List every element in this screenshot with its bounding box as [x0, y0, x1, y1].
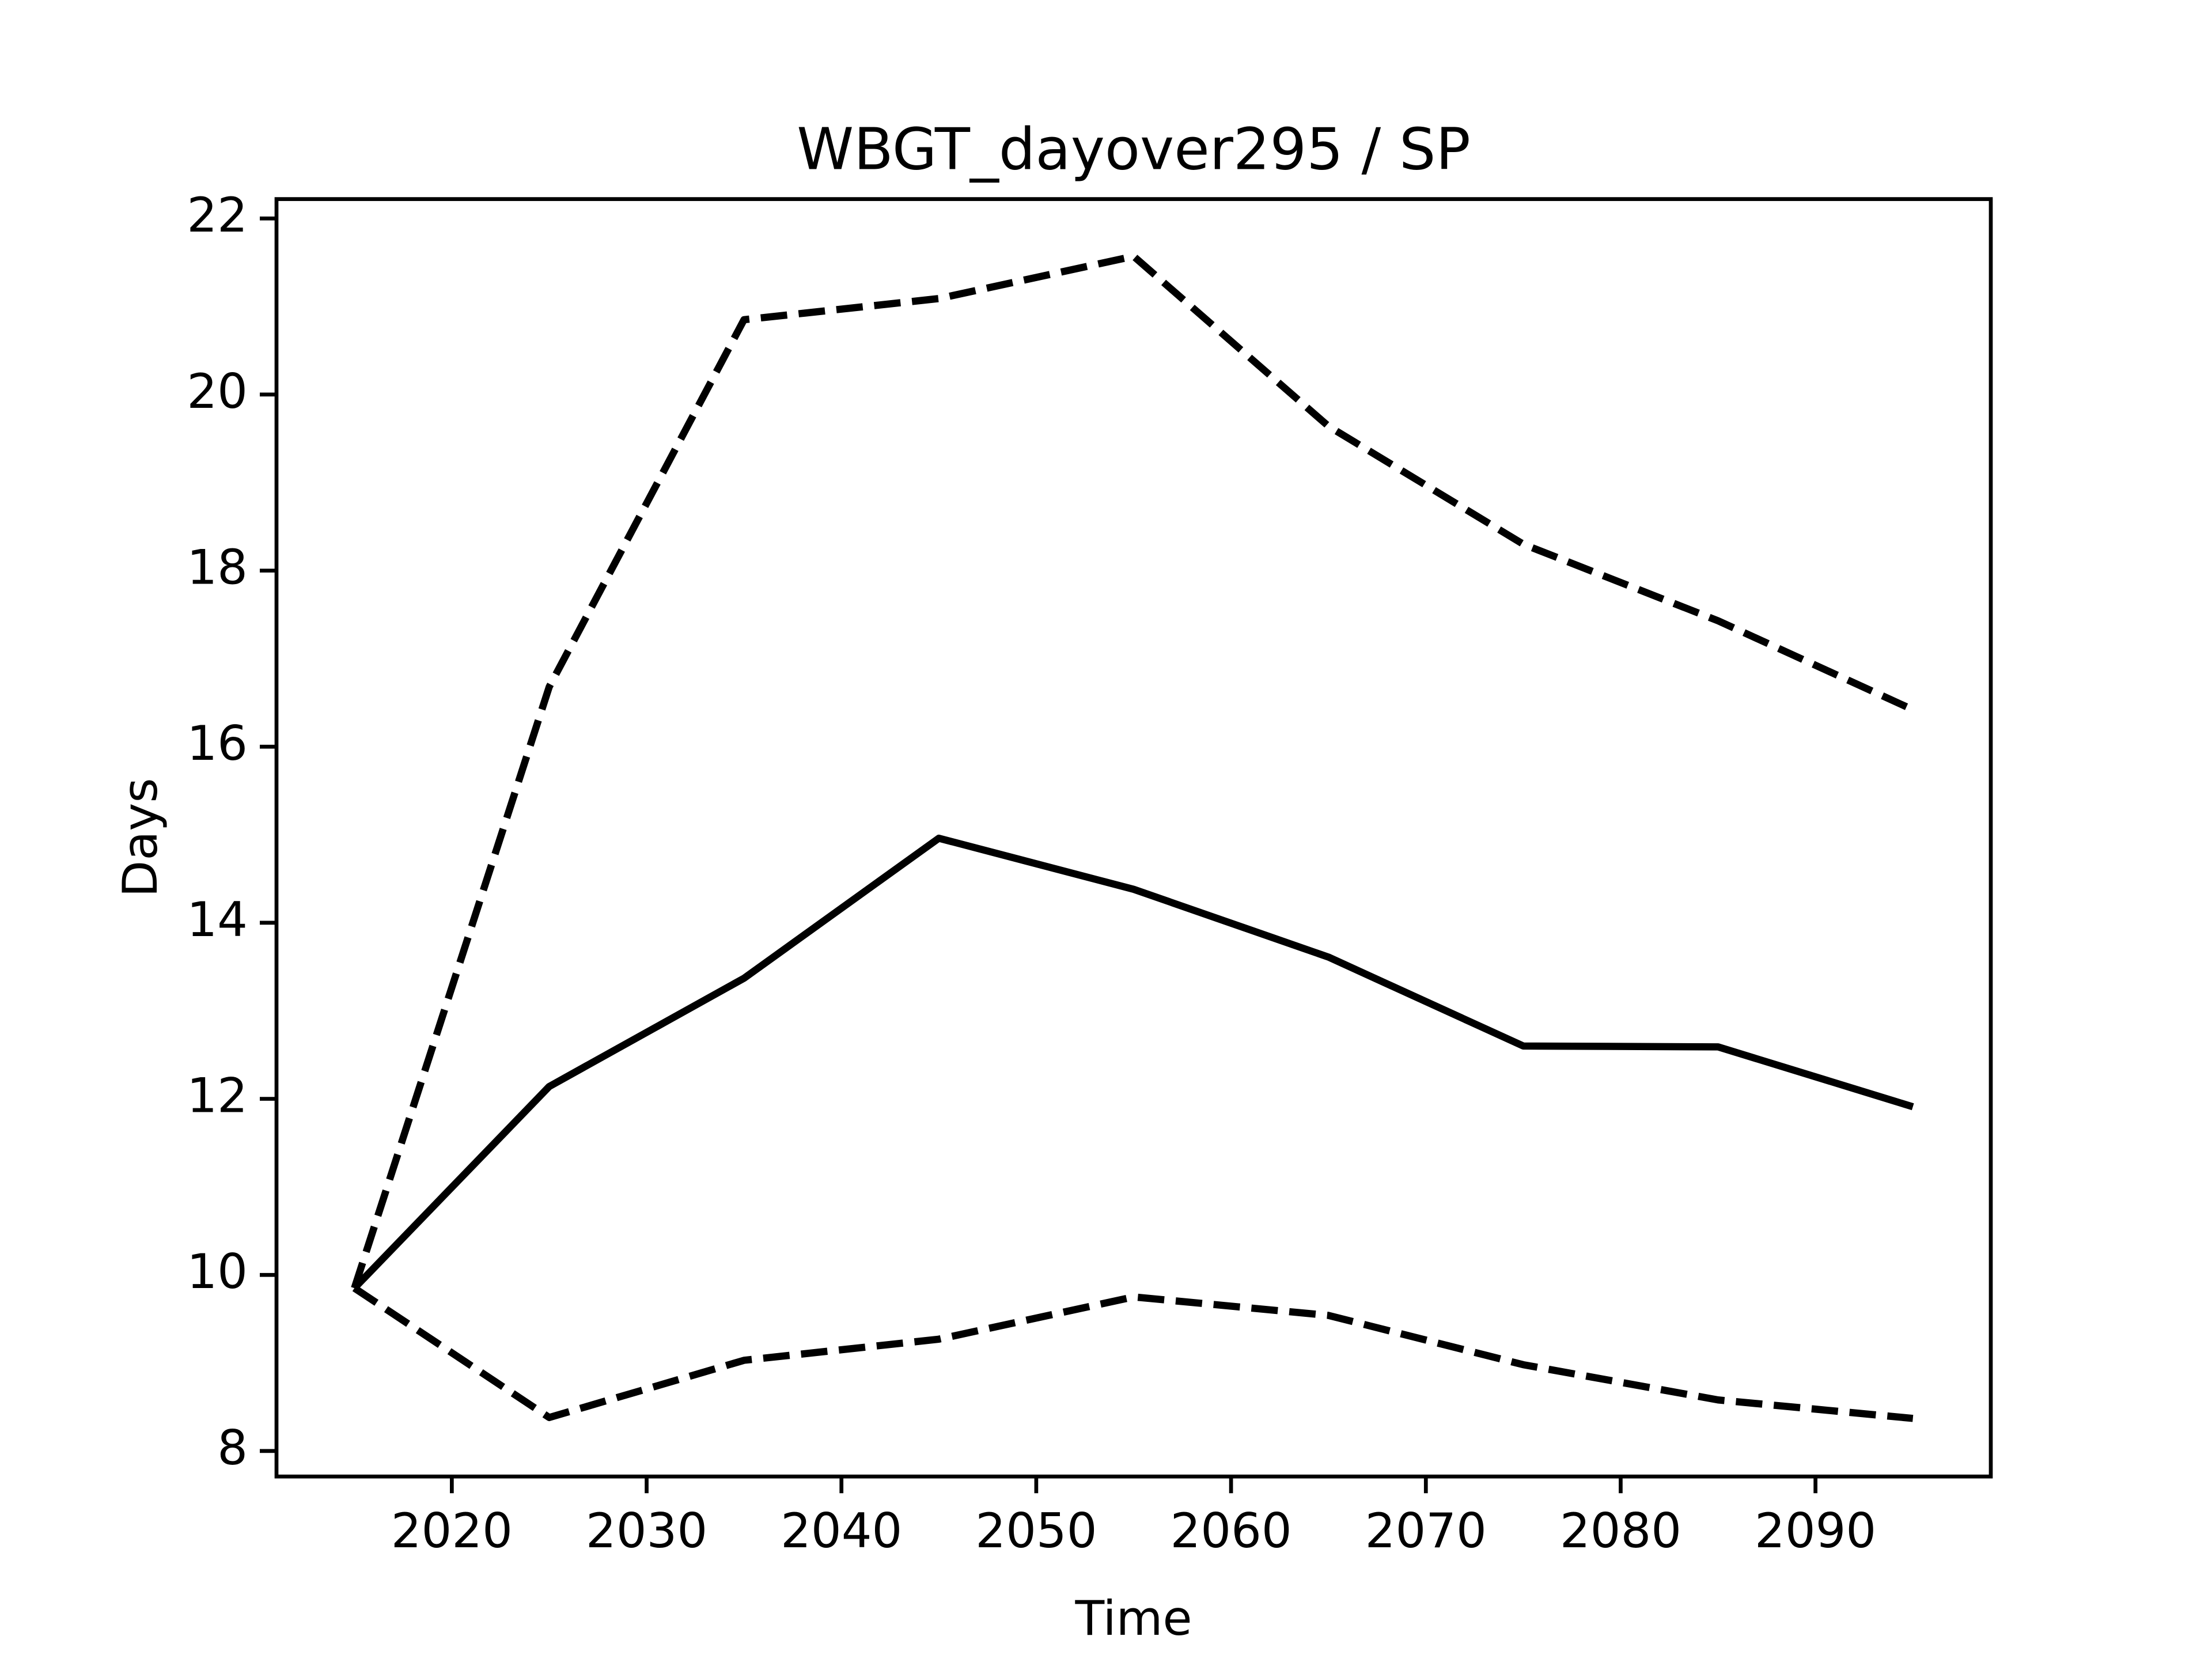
- line-series: [351, 834, 1914, 1291]
- x-tick-label: 2090: [1755, 1503, 1876, 1559]
- plot-frame: [274, 197, 1993, 1479]
- y-tick-label: 18: [187, 539, 248, 595]
- line-series: [351, 252, 1915, 1290]
- x-tick-label: 2070: [1365, 1503, 1487, 1559]
- chart-title: WBGT_dayover295 / SP: [797, 115, 1471, 183]
- y-tick-label: 10: [187, 1244, 248, 1300]
- x-tick-label: 2030: [586, 1503, 707, 1559]
- x-tick-label: 2020: [391, 1503, 513, 1559]
- y-tick-label: 22: [187, 187, 248, 243]
- x-tick-label: 2060: [1170, 1503, 1291, 1559]
- x-axis-label: Time: [1074, 1590, 1192, 1646]
- line-series: [352, 1285, 1914, 1422]
- y-tick-label: 20: [187, 363, 248, 419]
- x-tick-label: 2040: [781, 1503, 902, 1559]
- x-tick-label: 2080: [1560, 1503, 1681, 1559]
- y-tick-label: 16: [187, 715, 248, 771]
- y-tick-label: 12: [187, 1067, 248, 1123]
- y-tick-label: 8: [217, 1420, 248, 1476]
- x-tick-label: 2050: [975, 1503, 1097, 1559]
- y-tick-label: 14: [187, 892, 248, 948]
- y-axis-label: Days: [112, 778, 168, 897]
